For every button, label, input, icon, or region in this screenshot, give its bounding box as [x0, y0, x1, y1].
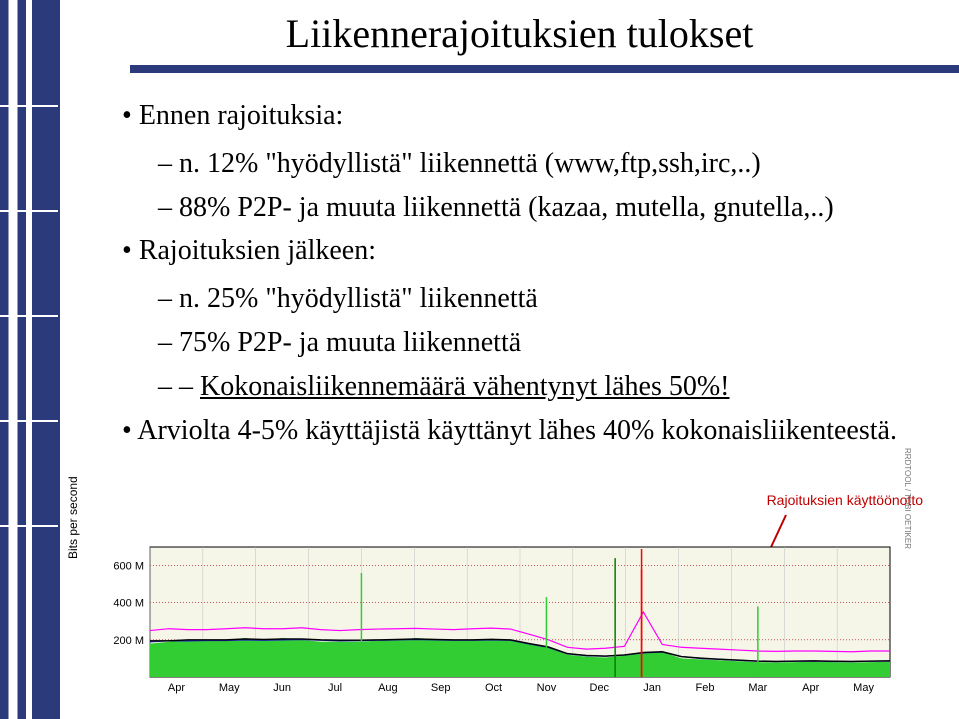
- svg-text:Oct: Oct: [485, 682, 502, 694]
- bullet-before: Ennen rajoituksia:: [122, 97, 929, 135]
- bullet-estimate: Arviolta 4-5% käyttäjistä käyttänyt lähe…: [122, 412, 929, 450]
- svg-text:Sep: Sep: [431, 682, 451, 694]
- svg-text:May: May: [853, 682, 874, 694]
- svg-text:Feb: Feb: [696, 682, 715, 694]
- bullet-list: Ennen rajoituksia: n. 12% "hyödyllistä" …: [110, 97, 929, 449]
- rrdtool-credit: RRDTOOL / TOBI OETIKER: [903, 448, 912, 549]
- slide-content: Liikennerajoituksien tulokset Ennen rajo…: [70, 0, 959, 459]
- sidebar-stripes: [0, 0, 60, 719]
- svg-text:600 M: 600 M: [113, 561, 144, 573]
- slide-title: Liikennerajoituksien tulokset: [110, 10, 929, 57]
- title-underline-bar: [130, 65, 959, 73]
- bullet-after-a: n. 25% "hyödyllistä" liikennettä: [122, 280, 929, 318]
- svg-text:Apr: Apr: [802, 682, 819, 694]
- svg-text:Dec: Dec: [590, 682, 610, 694]
- bullet-after-b: 75% P2P- ja muuta liikennettä: [122, 324, 929, 362]
- svg-text:Nov: Nov: [537, 682, 557, 694]
- bullet-before-b: 88% P2P- ja muuta liikennettä (kazaa, mu…: [122, 189, 929, 227]
- svg-text:Apr: Apr: [168, 682, 185, 694]
- svg-text:200 M: 200 M: [113, 635, 144, 647]
- svg-text:Jul: Jul: [328, 682, 342, 694]
- svg-text:Jun: Jun: [273, 682, 291, 694]
- bullet-after: Rajoituksien jälkeen:: [122, 232, 929, 270]
- svg-text:May: May: [219, 682, 240, 694]
- svg-text:Jan: Jan: [643, 682, 661, 694]
- svg-text:Aug: Aug: [378, 682, 398, 694]
- bullet-after-c: – Kokonaisliikennemäärä vähentynyt lähes…: [122, 368, 929, 406]
- traffic-chart: Bits per second RRDTOOL / TOBI OETIKER 2…: [90, 539, 910, 709]
- svg-text:400 M: 400 M: [113, 598, 144, 610]
- bullet-before-a: n. 12% "hyödyllistä" liikennettä (www,ft…: [122, 145, 929, 183]
- svg-text:Mar: Mar: [748, 682, 767, 694]
- y-axis-label: Bits per second: [66, 476, 80, 559]
- annotation-label: Rajoituksien käyttöönotto: [767, 492, 923, 508]
